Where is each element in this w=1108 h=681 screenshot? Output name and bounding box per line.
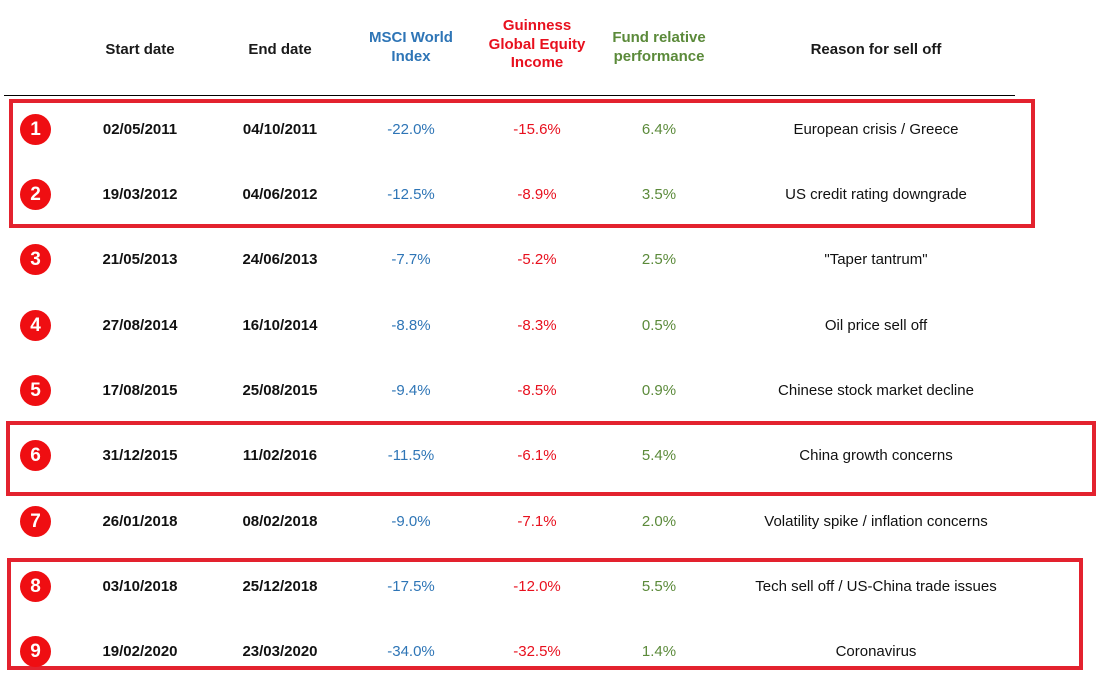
guinness-cell: -15.6% xyxy=(513,121,561,138)
row-number-badge: 7 xyxy=(20,506,51,537)
row-number-badge: 8 xyxy=(20,571,51,602)
header-guinness-line1: Guinness xyxy=(502,17,572,34)
end-date-cell: 16/10/2014 xyxy=(242,317,318,334)
fund-relative-cell: 2.5% xyxy=(641,251,677,268)
fund-relative-cell: 6.4% xyxy=(641,121,677,138)
row-number-badge: 1 xyxy=(20,114,51,145)
table-row-3: 3 21/05/2013 24/06/2013 -7.7% -5.2% 2.5%… xyxy=(0,244,1108,275)
highlight-box-rows-1-2 xyxy=(9,99,1035,228)
end-date-cell: 04/10/2011 xyxy=(242,121,318,138)
header-fund-relative: Fund relative performance xyxy=(596,29,722,66)
end-date-cell: 08/02/2018 xyxy=(242,513,318,530)
msci-cell: -8.8% xyxy=(391,317,431,334)
fund-relative-cell: 5.5% xyxy=(641,578,677,595)
fund-relative-cell: 0.5% xyxy=(641,317,677,334)
row-number-badge: 5 xyxy=(20,375,51,406)
reason-cell: Volatility spike / inflation concerns xyxy=(764,513,988,530)
reason-cell: China growth concerns xyxy=(799,447,953,464)
guinness-cell: -12.0% xyxy=(513,578,561,595)
start-date-cell: 26/01/2018 xyxy=(102,513,178,530)
guinness-cell: -8.5% xyxy=(517,382,557,399)
reason-cell: Chinese stock market decline xyxy=(778,382,974,399)
end-date-cell: 25/12/2018 xyxy=(242,578,318,595)
end-date-cell: 23/03/2020 xyxy=(242,643,318,660)
row-number-badge: 2 xyxy=(20,179,51,210)
msci-cell: -9.0% xyxy=(391,513,431,530)
table-row-2: 2 19/03/2012 04/06/2012 -12.5% -8.9% 3.5… xyxy=(0,179,1108,210)
header-guinness-line2: Global Equity xyxy=(488,35,586,53)
end-date-cell: 04/06/2012 xyxy=(242,186,318,203)
msci-cell: -34.0% xyxy=(387,643,435,660)
header-fund-line2: performance xyxy=(613,47,705,65)
header-msci-line1: MSCI World xyxy=(369,29,453,46)
header-guinness: Guinness Global Equity Income xyxy=(474,17,600,73)
msci-cell: -22.0% xyxy=(387,121,435,138)
end-date-cell: 25/08/2015 xyxy=(242,382,318,399)
table-row-5: 5 17/08/2015 25/08/2015 -9.4% -8.5% 0.9%… xyxy=(0,375,1108,406)
reason-cell: European crisis / Greece xyxy=(793,121,959,138)
guinness-cell: -32.5% xyxy=(513,643,561,660)
fund-relative-cell: 0.9% xyxy=(641,382,677,399)
guinness-cell: -8.9% xyxy=(517,186,557,203)
end-date-cell: 11/02/2016 xyxy=(242,447,318,464)
header-reason: Reason for sell off xyxy=(810,41,942,58)
guinness-cell: -5.2% xyxy=(517,251,557,268)
reason-cell: Tech sell off / US-China trade issues xyxy=(755,578,997,595)
header-divider-right xyxy=(453,95,1015,96)
header-guinness-line3: Income xyxy=(510,54,564,71)
table-row-7: 7 26/01/2018 08/02/2018 -9.0% -7.1% 2.0%… xyxy=(0,506,1108,537)
row-number-badge: 6 xyxy=(20,440,51,471)
msci-cell: -9.4% xyxy=(391,382,431,399)
table-row-6: 6 31/12/2015 11/02/2016 -11.5% -6.1% 5.4… xyxy=(0,440,1108,471)
start-date-cell: 19/02/2020 xyxy=(102,643,178,660)
reason-cell: Oil price sell off xyxy=(824,317,928,334)
table-row-1: 1 02/05/2011 04/10/2011 -22.0% -15.6% 6.… xyxy=(0,114,1108,145)
reason-cell: US credit rating downgrade xyxy=(785,186,967,203)
guinness-cell: -6.1% xyxy=(517,447,557,464)
start-date-cell: 27/08/2014 xyxy=(102,317,178,334)
msci-cell: -12.5% xyxy=(387,186,435,203)
header-fund-line1: Fund relative xyxy=(612,29,706,46)
start-date-cell: 03/10/2018 xyxy=(102,578,178,595)
start-date-cell: 19/03/2012 xyxy=(102,186,178,203)
row-number-badge: 9 xyxy=(20,636,51,667)
header-msci-line2: Index xyxy=(391,47,431,65)
start-date-cell: 21/05/2013 xyxy=(102,251,178,268)
fund-relative-cell: 2.0% xyxy=(641,513,677,530)
header-divider xyxy=(4,95,453,96)
header-end-date: End date xyxy=(248,41,312,58)
start-date-cell: 02/05/2011 xyxy=(102,121,178,138)
fund-relative-cell: 3.5% xyxy=(641,186,677,203)
msci-cell: -7.7% xyxy=(391,251,431,268)
table-row-9: 9 19/02/2020 23/03/2020 -34.0% -32.5% 1.… xyxy=(0,636,1108,667)
end-date-cell: 24/06/2013 xyxy=(242,251,318,268)
table-row-4: 4 27/08/2014 16/10/2014 -8.8% -8.3% 0.5%… xyxy=(0,310,1108,341)
row-number-badge: 3 xyxy=(20,244,51,275)
table-row-8: 8 03/10/2018 25/12/2018 -17.5% -12.0% 5.… xyxy=(0,571,1108,602)
highlight-box-row-6 xyxy=(6,421,1096,496)
reason-cell: Coronavirus xyxy=(835,643,917,660)
msci-cell: -17.5% xyxy=(387,578,435,595)
row-number-badge: 4 xyxy=(20,310,51,341)
highlight-box-rows-8-9 xyxy=(7,558,1083,670)
guinness-cell: -8.3% xyxy=(517,317,557,334)
header-start-date: Start date xyxy=(105,41,175,58)
start-date-cell: 17/08/2015 xyxy=(102,382,178,399)
reason-cell: "Taper tantrum" xyxy=(824,251,928,268)
fund-relative-cell: 5.4% xyxy=(641,447,677,464)
guinness-cell: -7.1% xyxy=(517,513,557,530)
start-date-cell: 31/12/2015 xyxy=(102,447,178,464)
header-msci: MSCI World Index xyxy=(348,29,474,66)
fund-relative-cell: 1.4% xyxy=(641,643,677,660)
msci-cell: -11.5% xyxy=(387,447,435,464)
